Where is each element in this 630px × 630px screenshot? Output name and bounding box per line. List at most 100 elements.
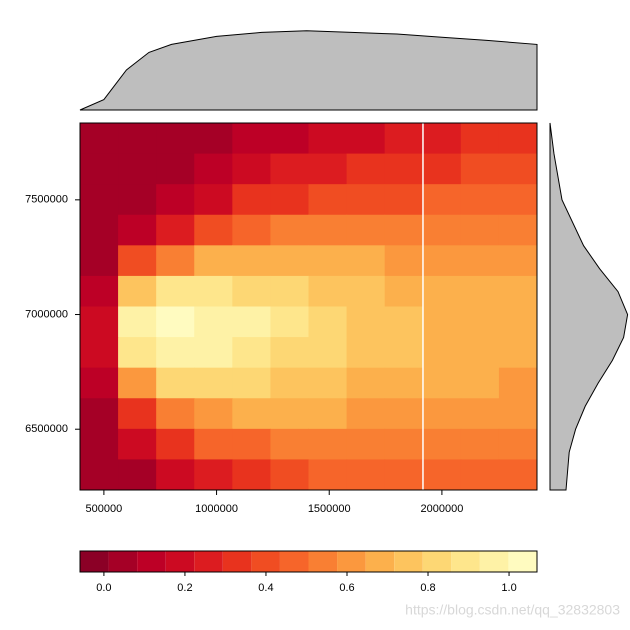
heat-cell	[308, 214, 348, 246]
y-tick-label: 6500000	[25, 423, 68, 435]
heat-cell	[118, 123, 157, 155]
heat-cell	[498, 123, 538, 155]
marginal-density-x	[79, 30, 538, 111]
heat-cell	[80, 123, 119, 155]
colorbar-swatch	[308, 551, 338, 572]
heat-cell	[156, 245, 195, 277]
colorbar-swatch	[479, 551, 509, 572]
heat-cell	[346, 153, 386, 185]
heat-cell	[422, 398, 462, 430]
heat-cell	[118, 214, 157, 246]
heat-cell	[118, 398, 157, 430]
heat-cell	[118, 245, 157, 277]
heat-cell	[308, 459, 348, 491]
heat-cell	[308, 428, 348, 460]
heat-cell	[194, 337, 233, 369]
heat-cell	[232, 459, 271, 491]
heat-cell	[384, 367, 424, 399]
x-tick-label: 1500000	[308, 503, 351, 515]
heat-cell	[308, 153, 348, 185]
colorbar-swatch	[108, 551, 138, 572]
heat-cell	[498, 428, 538, 460]
heat-cell	[346, 398, 386, 430]
heat-cell	[422, 214, 462, 246]
heat-cell	[422, 184, 462, 216]
heat-cell	[156, 153, 195, 185]
heat-cell	[346, 214, 386, 246]
heat-cell	[80, 214, 119, 246]
colorbar-swatch	[422, 551, 452, 572]
heat-cell	[422, 367, 462, 399]
heat-cell	[194, 459, 233, 491]
colorbar-swatch	[251, 551, 280, 572]
heat-cell	[384, 306, 424, 338]
heat-cell	[194, 153, 233, 185]
heat-cell	[232, 428, 271, 460]
heat-cell	[194, 428, 233, 460]
heat-cell	[232, 398, 271, 430]
colorbar-swatch	[337, 551, 366, 572]
colorbar-swatch	[222, 551, 252, 572]
heat-cell	[422, 153, 462, 185]
heat-cell	[118, 337, 157, 369]
colorbar-swatch	[279, 551, 309, 572]
heat-cell	[80, 245, 119, 277]
heat-cell	[460, 459, 500, 491]
heat-cell	[498, 398, 538, 430]
heat-cell	[270, 214, 309, 246]
colorbar-tick-label: 0.2	[177, 582, 192, 594]
heat-cell	[80, 459, 119, 491]
heat-cell	[308, 275, 348, 307]
heat-cell	[346, 337, 386, 369]
heat-cell	[498, 306, 538, 338]
heat-cell	[498, 214, 538, 246]
colorbar-swatch	[137, 551, 166, 572]
heat-cell	[80, 337, 119, 369]
colorbar-swatch	[194, 551, 223, 572]
heat-cell	[194, 184, 233, 216]
heat-cell	[194, 306, 233, 338]
heat-cell	[270, 123, 309, 155]
heat-cell	[156, 367, 195, 399]
colorbar-tick-label: 0.6	[339, 582, 354, 594]
heat-cell	[422, 245, 462, 277]
colorbar-tick-label: 0.0	[96, 582, 111, 594]
heat-cell	[118, 428, 157, 460]
heat-cell	[80, 275, 119, 307]
heat-cell	[156, 275, 195, 307]
heat-cell	[80, 428, 119, 460]
heat-cell	[270, 184, 309, 216]
x-tick-label: 500000	[86, 503, 123, 515]
marginal-density-y	[549, 122, 629, 491]
heat-cell	[498, 337, 538, 369]
heat-cell	[80, 184, 119, 216]
colorbar-tick-label: 1.0	[501, 582, 516, 594]
heat-cell	[422, 337, 462, 369]
heat-cell	[194, 123, 233, 155]
heat-cell	[308, 306, 348, 338]
heat-cell	[384, 337, 424, 369]
heat-cell	[346, 367, 386, 399]
heat-cell	[194, 367, 233, 399]
plot-frame	[79, 122, 538, 491]
colorbar-tick-label: 0.8	[420, 582, 435, 594]
heat-cell	[80, 398, 119, 430]
heat-cell	[346, 275, 386, 307]
heat-cell	[156, 459, 195, 491]
heat-cell	[498, 275, 538, 307]
colorbar-tick-label: 0.4	[258, 582, 273, 594]
x-tick-label: 1000000	[195, 503, 238, 515]
heat-cell	[384, 123, 424, 155]
heat-cell	[422, 428, 462, 460]
heat-cell	[460, 398, 500, 430]
heat-cell	[308, 245, 348, 277]
heat-cell	[460, 306, 500, 338]
heat-cell	[384, 398, 424, 430]
heat-cell	[498, 153, 538, 185]
heat-cell	[346, 123, 386, 155]
heat-cell	[346, 245, 386, 277]
heat-cell	[346, 184, 386, 216]
heat-cell	[80, 306, 119, 338]
heat-cell	[156, 306, 195, 338]
heat-cell	[460, 153, 500, 185]
